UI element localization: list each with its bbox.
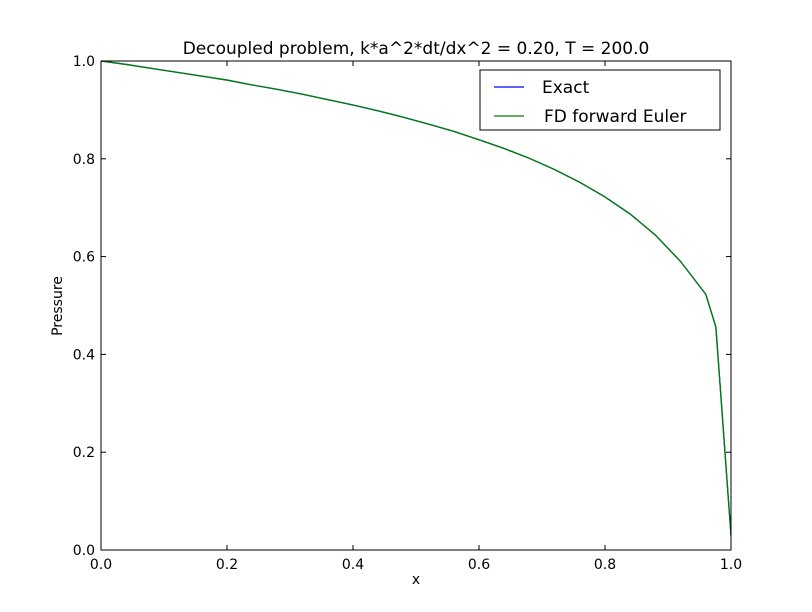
series-layer	[100, 60, 732, 536]
series-line-fd-forward-euler	[100, 60, 732, 536]
plot-area: 0.0 0.2 0.4 0.6 0.8 1.0 0.0 0.2 0.4 0.6 0.8 1.0	[73, 54, 742, 573]
legend-label-fd-forward-euler: FD forward Euler	[544, 107, 687, 127]
x-axis-label: x	[412, 572, 420, 588]
y-tick-label: 0.8	[73, 152, 95, 168]
x-tick-label: 0.6	[468, 557, 490, 573]
x-tick-label: 0.0	[90, 557, 112, 573]
legend-label-exact: Exact	[542, 78, 590, 98]
x-tick-label: 0.8	[594, 557, 616, 573]
x-tick-label: 0.2	[216, 557, 238, 573]
y-tick-label: 0.4	[73, 347, 95, 363]
legend-box	[479, 69, 721, 131]
x-tick-label: 1.0	[720, 557, 742, 573]
y-tick-label: 0.6	[73, 250, 95, 266]
y-tick-label: 1.0	[73, 54, 95, 70]
legend: Exact FD forward Euler	[479, 69, 721, 131]
y-tick-label: 0.2	[73, 445, 95, 461]
y-axis-ticks: 0.0 0.2 0.4 0.6 0.8 1.0	[73, 54, 731, 559]
plot-frame	[100, 60, 732, 551]
x-tick-label: 0.4	[342, 557, 364, 573]
y-tick-label: 0.0	[73, 543, 95, 559]
y-axis-label: Pressure	[50, 276, 66, 336]
x-axis-ticks: 0.0 0.2 0.4 0.6 0.8 1.0	[90, 61, 742, 573]
chart-title: Decoupled problem, k*a^2*dt/dx^2 = 0.20,…	[183, 39, 650, 59]
